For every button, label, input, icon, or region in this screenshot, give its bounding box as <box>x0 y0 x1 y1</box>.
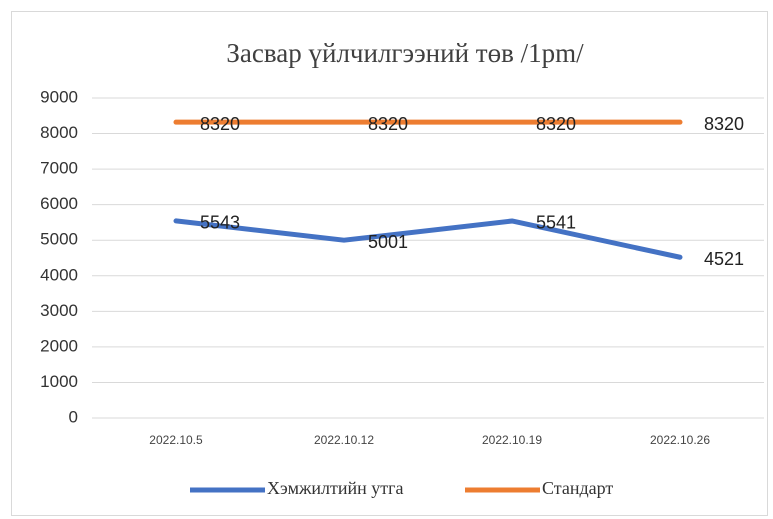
chart-title: Засвар үйлчилгээний төв /1pm/ <box>226 38 584 68</box>
data-label: 4521 <box>704 249 744 269</box>
y-tick-label: 0 <box>69 407 78 426</box>
y-tick-label: 6000 <box>40 194 78 213</box>
y-tick-label: 7000 <box>40 159 78 178</box>
x-tick-label: 2022.10.26 <box>650 433 710 447</box>
y-tick-label: 5000 <box>40 230 78 249</box>
y-tick-label: 9000 <box>40 87 78 106</box>
y-tick-label: 8000 <box>40 123 78 142</box>
x-tick-label: 2022.10.19 <box>482 433 542 447</box>
data-label: 8320 <box>200 114 240 134</box>
data-label: 8320 <box>704 114 744 134</box>
legend-label: Хэмжилтийн утга <box>267 478 404 498</box>
data-label: 5541 <box>536 213 576 233</box>
legend-label: Стандарт <box>542 478 613 498</box>
data-label: 5543 <box>200 213 240 233</box>
y-tick-label: 4000 <box>40 265 78 284</box>
data-label: 8320 <box>368 114 408 134</box>
y-tick-label: 1000 <box>40 372 78 391</box>
series-line <box>173 218 683 260</box>
x-tick-label: 2022.10.12 <box>314 433 374 447</box>
y-tick-label: 3000 <box>40 301 78 320</box>
data-label: 8320 <box>536 114 576 134</box>
chart-border <box>11 11 768 516</box>
y-tick-label: 2000 <box>40 336 78 355</box>
x-tick-label: 2022.10.5 <box>149 433 203 447</box>
data-label: 5001 <box>368 232 408 252</box>
